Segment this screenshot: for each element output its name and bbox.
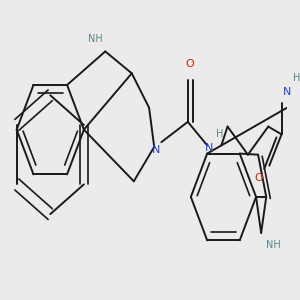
Text: NH: NH xyxy=(266,240,281,250)
Text: H: H xyxy=(216,129,223,140)
Text: N: N xyxy=(205,143,213,153)
Text: O: O xyxy=(185,59,194,69)
Text: H: H xyxy=(293,73,300,83)
Text: NH: NH xyxy=(88,34,103,44)
Text: O: O xyxy=(255,173,263,183)
Text: N: N xyxy=(152,145,160,155)
Text: N: N xyxy=(282,87,291,97)
